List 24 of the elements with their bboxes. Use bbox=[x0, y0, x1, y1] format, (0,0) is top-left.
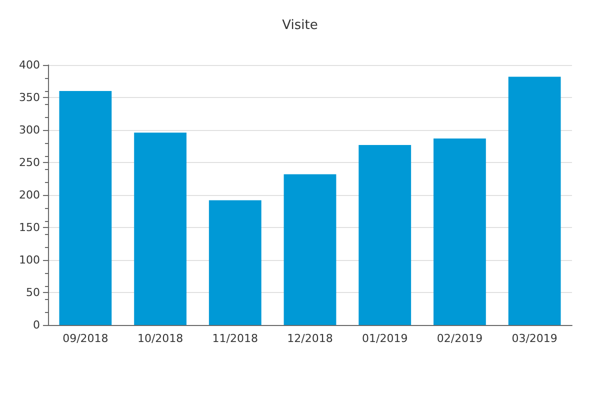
x-tick-label: 02/2019 bbox=[436, 332, 483, 345]
x-tick-label: 12/2018 bbox=[287, 332, 333, 345]
y-tick-label: 250 bbox=[19, 156, 40, 169]
y-tick-label: 350 bbox=[19, 91, 40, 104]
x-tick-label: 11/2018 bbox=[212, 332, 258, 345]
x-tick-label: 10/2018 bbox=[137, 332, 184, 345]
y-tick-label: 300 bbox=[19, 124, 40, 136]
y-tick-label: 150 bbox=[19, 221, 40, 234]
bar bbox=[434, 138, 486, 325]
bar bbox=[284, 174, 336, 325]
x-tick-label: 01/2019 bbox=[362, 332, 408, 345]
bar bbox=[508, 76, 561, 325]
bar bbox=[358, 144, 412, 325]
bar bbox=[134, 132, 186, 325]
y-tick-label: 100 bbox=[19, 254, 40, 266]
x-tick-label: 09/2018 bbox=[62, 332, 108, 345]
bar bbox=[208, 200, 262, 325]
y-tick-label: 200 bbox=[19, 188, 40, 202]
chart-title: Visite bbox=[282, 18, 318, 33]
y-tick-label: 400 bbox=[19, 58, 40, 72]
y-tick-label: 0 bbox=[33, 318, 40, 332]
bar bbox=[59, 91, 112, 325]
x-tick-label: 03/2019 bbox=[512, 332, 558, 345]
y-tick-label: 50 bbox=[26, 286, 40, 299]
